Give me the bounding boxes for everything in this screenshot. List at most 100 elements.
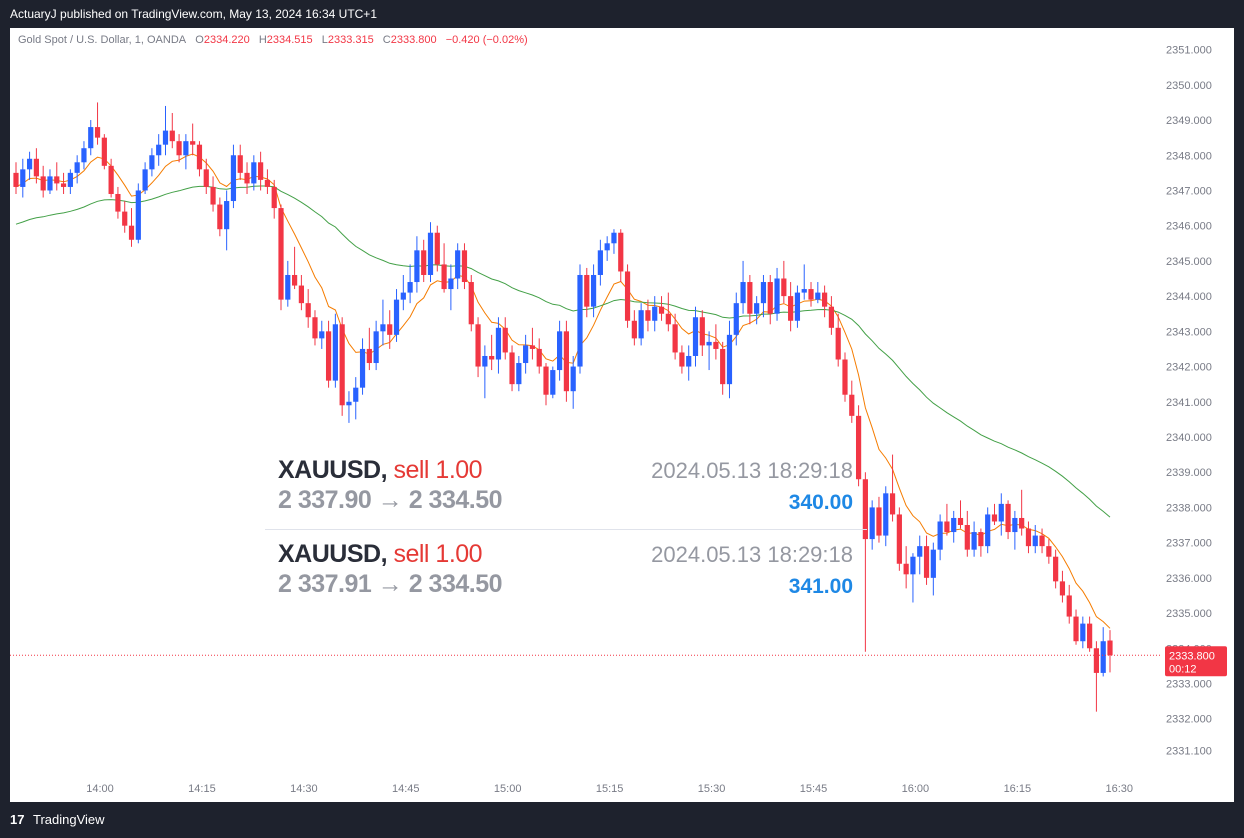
candle-body[interactable] [801,289,807,293]
candle-body[interactable] [665,313,671,325]
candle-body[interactable] [794,292,801,321]
candle-body[interactable] [570,366,576,392]
candle-body[interactable] [502,327,508,353]
candle-body[interactable] [108,165,114,194]
candle-body[interactable] [1107,640,1113,656]
candle-body[interactable] [536,348,542,367]
candle-body[interactable] [26,158,33,170]
candle-body[interactable] [217,204,223,230]
candle-body[interactable] [387,324,393,335]
candle-body[interactable] [13,172,19,187]
candle-body[interactable] [319,331,325,339]
candle-body[interactable] [278,208,284,300]
candle-body[interactable] [618,232,624,272]
candle-body[interactable] [258,162,264,180]
candle-body[interactable] [699,317,705,346]
candle-body[interactable] [964,525,970,550]
candle-body[interactable] [835,327,841,360]
candle-body[interactable] [203,169,209,187]
candle-body[interactable] [380,324,386,332]
candle-body[interactable] [1087,623,1093,649]
candle-body[interactable] [400,292,406,300]
candle-body[interactable] [176,141,182,156]
candle-body[interactable] [679,352,685,367]
candle-body[interactable] [271,186,277,209]
candle-body[interactable] [1073,616,1079,642]
candle-body[interactable] [883,493,889,536]
candle-body[interactable] [523,345,529,364]
candle-body[interactable] [611,232,617,244]
candle-body[interactable] [20,169,26,187]
candle-body[interactable] [951,517,957,533]
candle-body[interactable] [713,341,719,349]
candle-body[interactable] [128,225,135,240]
candle-body[interactable] [421,250,427,275]
candle-body[interactable] [1046,546,1052,557]
candle-body[interactable] [162,130,169,145]
candle-body[interactable] [88,127,94,149]
candle-body[interactable] [998,503,1004,522]
candle-body[interactable] [903,563,909,575]
tradingview-logo-icon[interactable]: 17 [10,812,25,827]
candle-body[interactable] [930,549,936,578]
candle-body[interactable] [1093,648,1100,673]
candle-body[interactable] [230,155,237,202]
candle-body[interactable] [584,274,590,307]
candle-body[interactable] [298,285,304,304]
candle-body[interactable] [475,324,481,367]
candle-body[interactable] [529,345,536,349]
candle-body[interactable] [862,479,868,540]
candle-body[interactable] [957,517,964,526]
candle-body[interactable] [917,546,923,557]
candle-body[interactable] [393,299,400,335]
candle-body[interactable] [624,271,631,321]
candle-body[interactable] [40,176,46,191]
candle-body[interactable] [94,127,101,138]
candle-body[interactable] [509,352,515,385]
candle-body[interactable] [434,232,440,265]
candle-body[interactable] [597,250,603,275]
candle-body[interactable] [1012,517,1018,533]
candle-body[interactable] [774,278,780,314]
candle-body[interactable] [686,355,692,367]
candle-body[interactable] [590,274,597,307]
candle-body[interactable] [339,324,345,406]
candle-body[interactable] [937,521,943,550]
candle-body[interactable] [196,144,203,170]
candle-body[interactable] [489,355,495,360]
candle-body[interactable] [115,193,121,212]
candle-body[interactable] [285,274,291,300]
candle-body[interactable] [706,341,712,346]
candle-body[interactable] [754,303,760,314]
candle-body[interactable] [740,282,746,304]
candle-body[interactable] [156,144,162,156]
candle-body[interactable] [346,401,352,406]
candle-body[interactable] [251,162,257,184]
candle-body[interactable] [781,278,787,297]
candle-body[interactable] [312,317,318,339]
candle-body[interactable] [210,186,216,205]
candle-body[interactable] [978,532,984,547]
candle-body[interactable] [74,162,80,173]
candle-body[interactable] [543,366,549,395]
candle-body[interactable] [658,306,665,314]
candle-body[interactable] [67,172,73,187]
candle-body[interactable] [855,415,862,480]
candle-body[interactable] [1066,595,1072,617]
candle-body[interactable] [305,303,311,318]
candle-body[interactable] [876,507,882,536]
candle-body[interactable] [1032,535,1038,547]
candle-body[interactable] [869,507,875,540]
candle-body[interactable] [842,359,848,395]
candle-body[interactable] [815,292,821,300]
candle-body[interactable] [645,310,651,321]
candle-body[interactable] [1059,581,1066,596]
candle-body[interactable] [414,250,420,283]
candle-body[interactable] [169,130,175,142]
candle-body[interactable] [427,232,434,275]
price-chart[interactable]: 2331.1002332.0002333.0002334.0002335.000… [10,28,1234,802]
candle-body[interactable] [849,394,855,416]
candle-body[interactable] [482,355,488,367]
candle-body[interactable] [359,348,366,388]
candle-body[interactable] [604,243,610,251]
